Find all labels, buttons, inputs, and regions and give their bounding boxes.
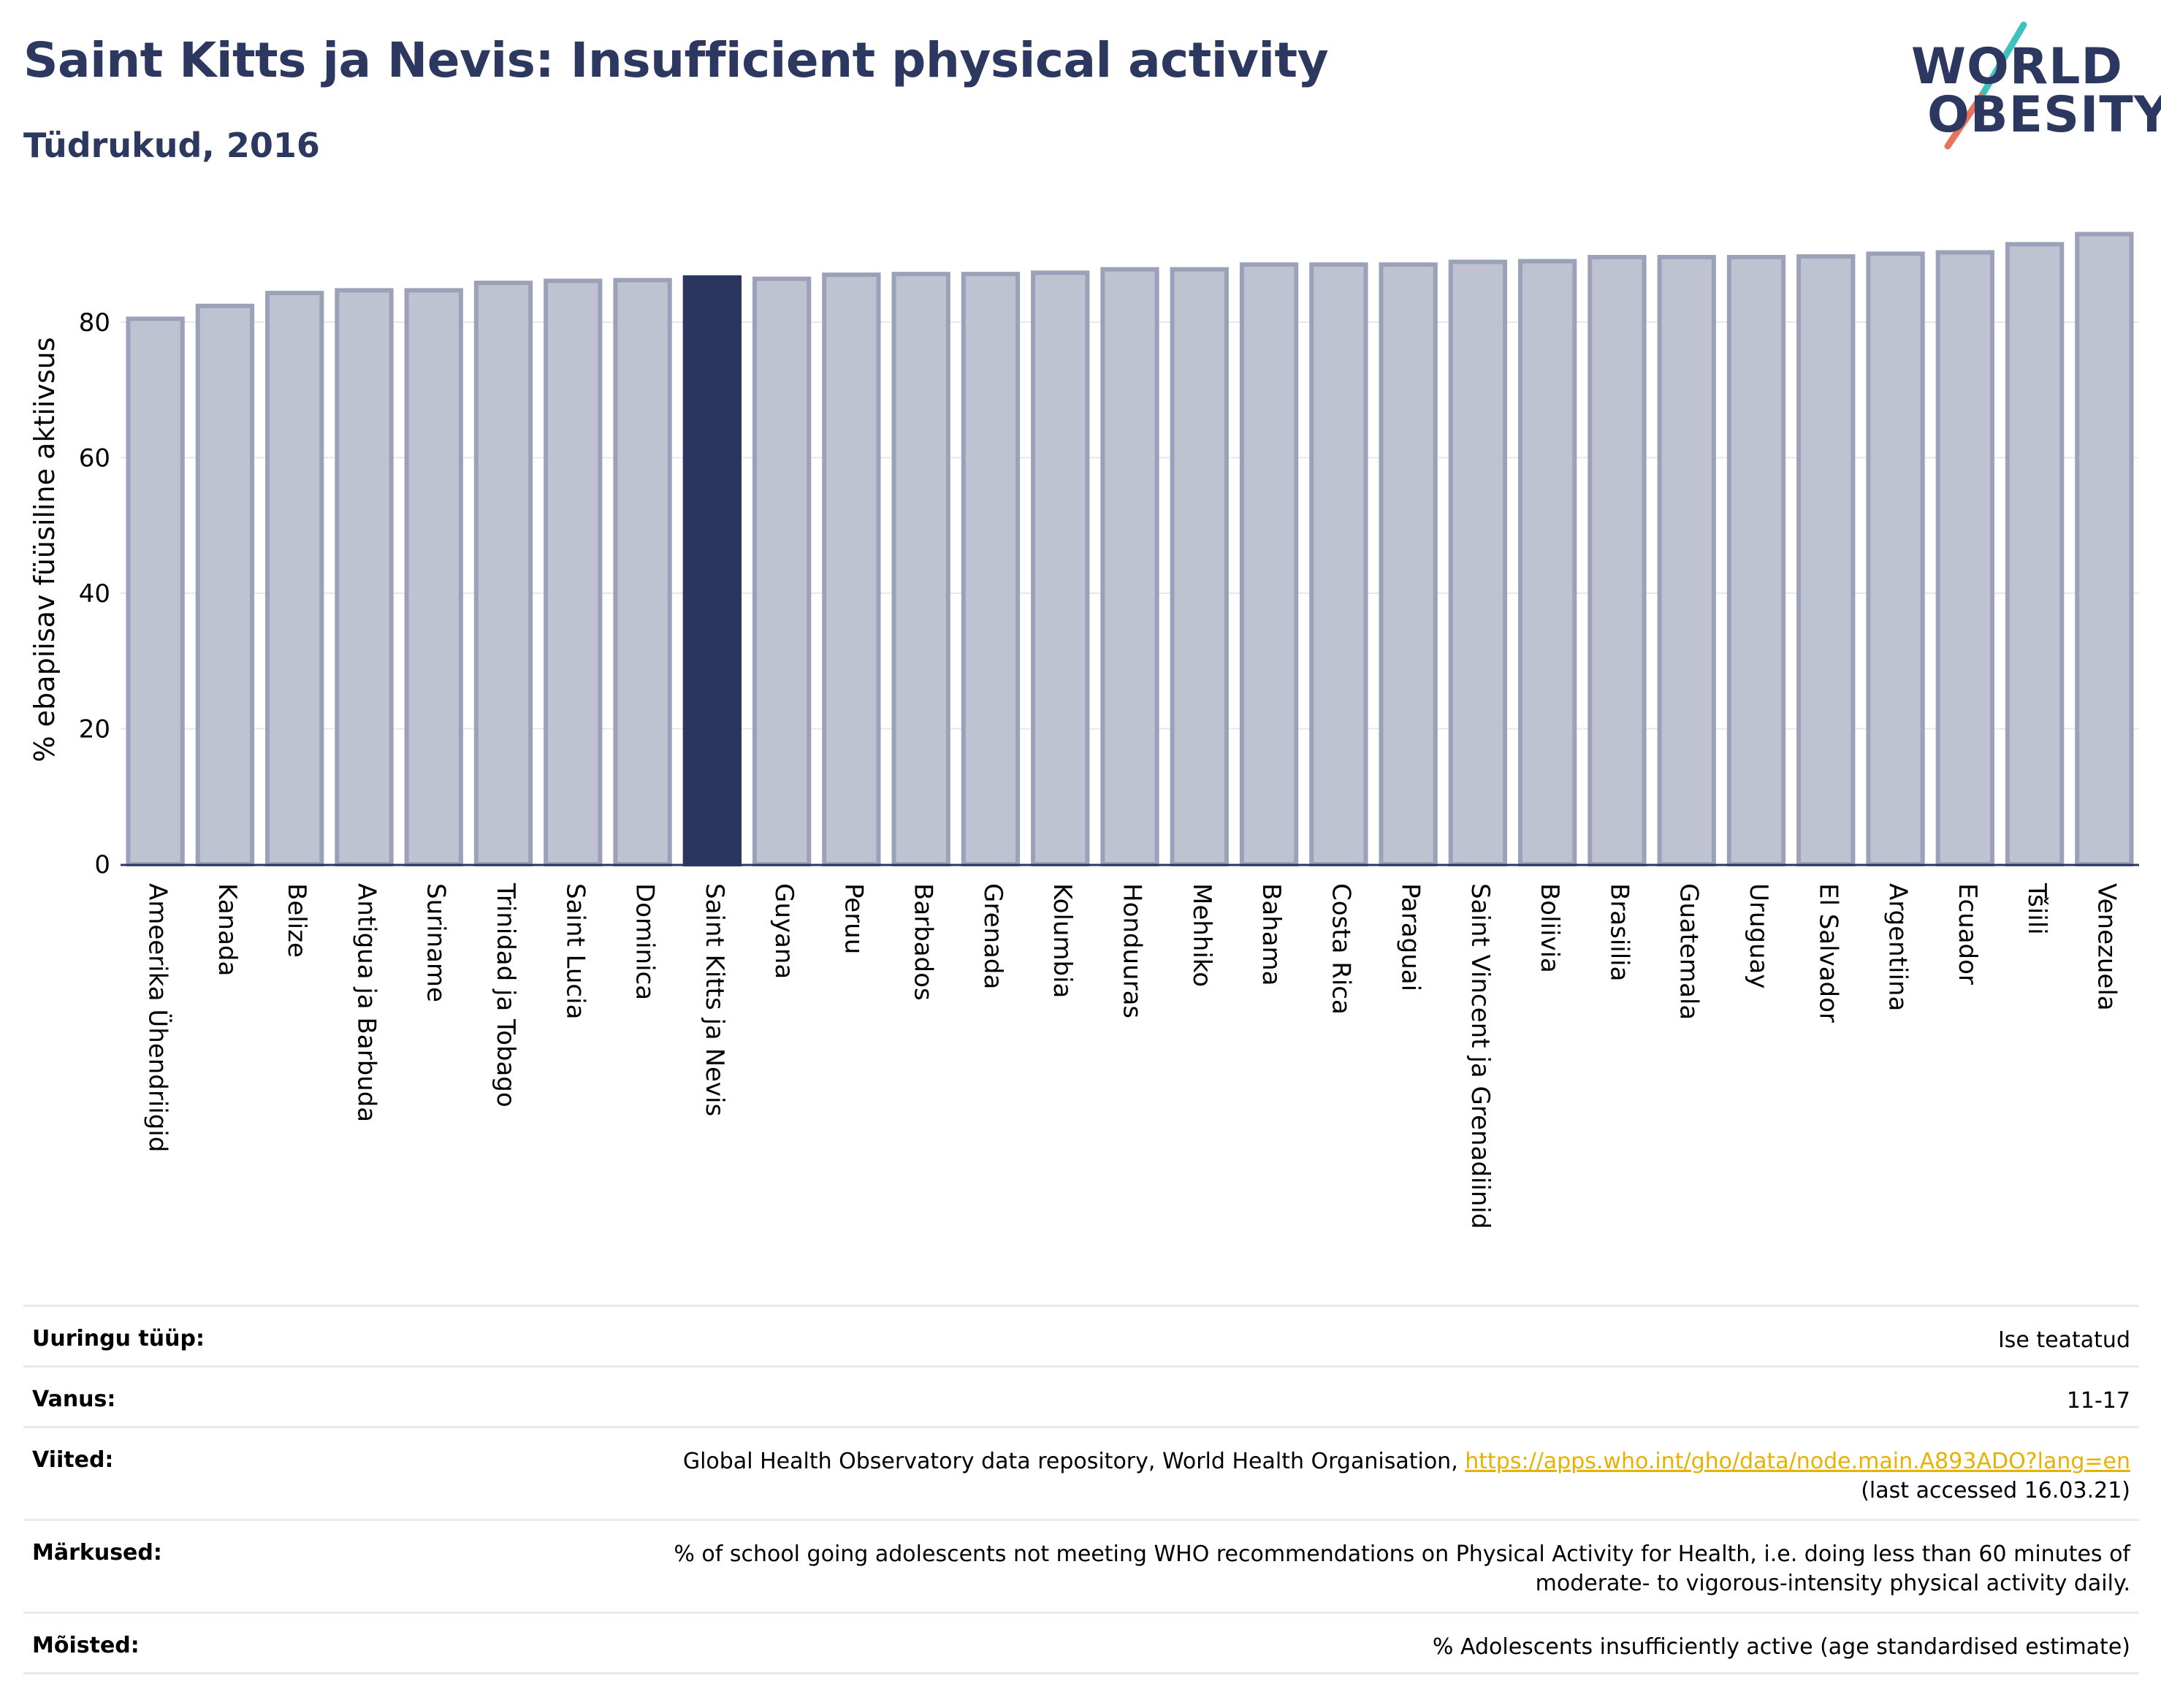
x-tick-label: El Salvador (1813, 883, 1842, 1023)
bar-belize (265, 291, 324, 866)
reference-accessed: (last accessed 16.03.21) (1861, 1478, 2130, 1503)
row-references: Viited: Global Health Observatory data r… (23, 1426, 2139, 1519)
x-tick-label: Ecuador (1953, 883, 1982, 985)
bar-saint-lucia (544, 278, 603, 867)
x-tick-label: Guatemala (1674, 883, 1704, 1020)
x-tick-label: Mehhiko (1187, 883, 1216, 987)
row-label: Vanus: (32, 1387, 116, 1412)
x-tick-label: Costa Rica (1326, 883, 1355, 1015)
bar-guyana (752, 276, 812, 866)
bar-grenada (961, 272, 1021, 866)
row-value: Global Health Observatory data repositor… (683, 1447, 2130, 1506)
x-tick-label: Boliivia (1535, 883, 1564, 973)
x-tick-label: Barbados (909, 883, 938, 1001)
bar-paraguai (1379, 262, 1438, 867)
world-obesity-logo: WORLD OBESITY (1899, 15, 2161, 161)
bar-ecuador (1935, 250, 1994, 866)
logo-line-2: OBESITY (1927, 86, 2161, 144)
bar-uruguay (1726, 254, 1786, 866)
row-label: Viited: (32, 1447, 114, 1473)
row-value: Ise teatatud (1997, 1327, 2130, 1353)
x-tick-label: Peruu (839, 883, 868, 954)
row-value: % Adolescents insufficiently active (age… (1432, 1634, 2130, 1660)
row-label: Märkused: (32, 1540, 162, 1566)
bar-antigua-ja-barbuda (335, 288, 394, 867)
x-tick-label: Belize (282, 883, 311, 958)
y-tick-label: 0 (94, 850, 110, 880)
bar-el-salvador (1796, 254, 1856, 867)
bar-venezuela (2075, 232, 2134, 867)
x-tick-label: Suriname (422, 883, 451, 1002)
bar-barbados (891, 272, 950, 866)
bar-brasiilia (1588, 254, 1647, 866)
page-subtitle: Tüdrukud, 2016 (23, 126, 320, 165)
bar-kolumbia (1031, 270, 1090, 867)
row-label: Mõisted: (32, 1633, 140, 1658)
bar-honduuras (1100, 267, 1159, 866)
x-tick-label: Honduuras (1118, 883, 1147, 1018)
bar-ameerika-hendriigid (126, 316, 185, 867)
bar-peruu (822, 272, 881, 866)
bar-trinidad-ja-tobago (473, 281, 533, 866)
notes-line-1: % of school going adolescents not meetin… (674, 1541, 2130, 1567)
row-survey-type: Uuringu tüüp: Ise teatatud (23, 1305, 2139, 1365)
metadata-table: Uuringu tüüp: Ise teatatud Vanus: 11-17 … (23, 1305, 2139, 1674)
row-age: Vanus: 11-17 (23, 1365, 2139, 1426)
y-tick-label: 40 (79, 579, 110, 609)
bar-saint-kitts-ja-nevis (682, 275, 742, 867)
x-tick-label: Antigua ja Barbuda (351, 883, 381, 1122)
x-tick-label: Brasiilia (1604, 883, 1634, 981)
x-tick-label: Ameerika Ühendriigid (143, 883, 173, 1152)
x-tick-label: Grenada (978, 883, 1007, 989)
x-tick-label: Saint Kitts ja Nevis (700, 883, 729, 1116)
y-tick-label: 60 (79, 444, 110, 473)
x-tick-label: Venezuela (2092, 883, 2121, 1011)
reference-text: Global Health Observatory data repositor… (682, 1449, 1466, 1474)
x-tick-label: Tšiili (2022, 882, 2051, 935)
page-title: Saint Kitts ja Nevis: Insufficient physi… (23, 32, 1329, 88)
bar-bahama (1239, 262, 1299, 867)
chart-bars (126, 232, 2134, 867)
x-tick-label: Trinidad ja Tobago (491, 882, 520, 1107)
x-axis-labels: Ameerika Ühendriigid Kanada Belize Antigua … (143, 882, 2122, 1229)
y-tick-label: 80 (79, 308, 110, 338)
x-tick-label: Bahama (1257, 883, 1286, 986)
bar-chart: 0 20 40 60 80 Ameerika Ühendriigid Kanada Beli… (28, 232, 2139, 1229)
x-tick-label: Saint Vincent ja Grenadiinid (1466, 883, 1495, 1229)
logo-line-1: WORLD (1911, 38, 2123, 96)
x-tick-label: Paraguai (1396, 883, 1425, 991)
bar-suriname (404, 288, 463, 867)
bar-saint-vincent-ja-grenadiinid (1448, 259, 1508, 866)
x-tick-label: Kanada (213, 883, 242, 976)
notes-line-2: moderate- to vigorous-intensity physical… (1535, 1571, 2130, 1596)
bar-argentiina (1866, 251, 1925, 866)
bar-costa-rica (1309, 262, 1368, 867)
y-axis-label: % ebapiisav füüsiline aktiivsus (28, 337, 61, 762)
row-notes: Märkused: % of school going adolescents … (23, 1519, 2139, 1612)
x-tick-label: Kolumbia (1048, 883, 1077, 998)
y-tick-label: 20 (79, 715, 110, 744)
bar-dominica (613, 278, 672, 866)
row-value: % of school going adolescents not meetin… (674, 1540, 2130, 1598)
x-tick-label: Dominica (630, 883, 660, 1000)
bar-guatemala (1657, 254, 1716, 866)
row-definitions: Mõisted: % Adolescents insufficiently ac… (23, 1612, 2139, 1674)
reference-link[interactable]: https://apps.who.int/gho/data/node.main.… (1465, 1449, 2130, 1474)
logo-slash-icon (1944, 21, 2027, 150)
x-tick-label: Guyana (769, 883, 799, 979)
row-label: Uuringu tüüp: (32, 1326, 205, 1351)
bar-t-iili (2005, 242, 2065, 866)
x-tick-label: Saint Lucia (560, 883, 590, 1019)
row-value: 11-17 (2066, 1388, 2130, 1414)
bar-mehhiko (1170, 267, 1229, 866)
x-tick-label: Uruguay (1744, 883, 1773, 989)
bar-boliivia (1517, 259, 1577, 866)
x-tick-label: Argentiina (1883, 883, 1913, 1011)
y-axis-ticks: 0 20 40 60 80 (79, 308, 110, 880)
bar-kanada (195, 303, 255, 867)
